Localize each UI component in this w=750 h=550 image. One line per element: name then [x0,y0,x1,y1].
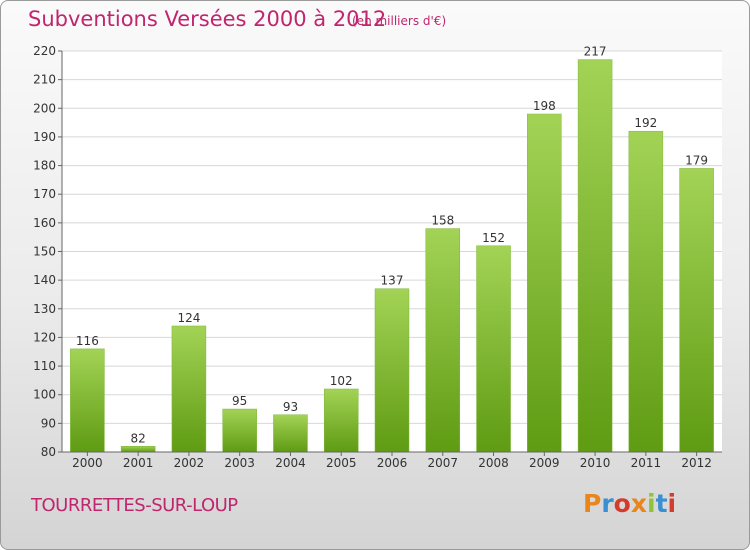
logo-letter: t [655,489,668,518]
logo-letter: i [647,489,656,518]
x-tick-label-2005: 2005 [326,456,357,470]
bar-2011 [628,130,664,453]
data-label-2000: 116 [76,334,99,348]
x-tick-label-2001: 2001 [123,456,154,470]
bar-2012 [679,168,714,453]
bar-2001 [120,446,156,453]
data-label-2008: 152 [482,231,505,245]
y-tick-label: 110 [33,359,56,373]
x-tick-label-2004: 2004 [275,456,306,470]
data-label-2009: 198 [533,99,556,113]
y-tick-label: 80 [41,445,56,459]
x-tick-label-2011: 2011 [631,456,662,470]
y-tick-label: 190 [33,130,56,144]
bar-2008 [476,245,511,453]
bar-2005 [323,388,359,453]
x-tick-label-2009: 2009 [529,456,560,470]
x-tick-label-2010: 2010 [580,456,611,470]
x-tick-label-2012: 2012 [681,456,712,470]
y-tick-label: 180 [33,159,56,173]
x-tick-label-2008: 2008 [478,456,509,470]
chart-title: Subventions Versées 2000 à 2012 [28,7,387,31]
data-label-2006: 137 [381,274,404,288]
y-tick-label: 130 [33,302,56,316]
y-tick-label: 220 [33,44,56,58]
bar-2004 [273,414,308,453]
bar-2009 [527,113,562,453]
logo-letter: P [583,489,602,518]
bar-2010 [577,59,613,453]
logo-letter: i [667,489,677,518]
data-label-2005: 102 [330,374,353,388]
data-label-2003: 95 [232,394,247,408]
bar-2007 [425,228,461,453]
logo-letter: r [601,489,614,518]
commune-name: TOURRETTES-SUR-LOUP [31,495,238,516]
y-tick-label: 100 [33,388,56,402]
x-tick-label-2006: 2006 [377,456,408,470]
data-label-2004: 93 [283,400,298,414]
bar-2002 [171,325,207,453]
bar-2000 [70,348,105,453]
data-label-2002: 124 [177,311,200,325]
bar-2006 [374,288,410,453]
y-tick-label: 150 [33,245,56,259]
x-tick-label-2003: 2003 [224,456,255,470]
y-tick-label: 170 [33,187,56,201]
y-tick-label: 90 [41,416,56,430]
data-label-2010: 217 [584,45,607,59]
data-label-2001: 82 [131,431,146,445]
proxiti-logo: Proxiti [583,489,676,518]
data-label-2007: 158 [431,214,454,228]
chart-subtitle: (en milliers d'€) [352,14,447,28]
data-label-2012: 179 [685,153,708,167]
logo-letter: x [630,489,647,518]
y-tick-label: 160 [33,216,56,230]
x-tick-label-2002: 2002 [174,456,205,470]
logo-letter: o [613,489,631,518]
y-tick-label: 120 [33,330,56,344]
y-tick-label: 210 [33,73,56,87]
data-label-2011: 192 [634,116,657,130]
x-tick-label-2000: 2000 [72,456,103,470]
y-tick-label: 140 [33,273,56,287]
bar-2003 [222,408,257,453]
x-tick-label-2007: 2007 [427,456,458,470]
y-tick-label: 200 [33,101,56,115]
